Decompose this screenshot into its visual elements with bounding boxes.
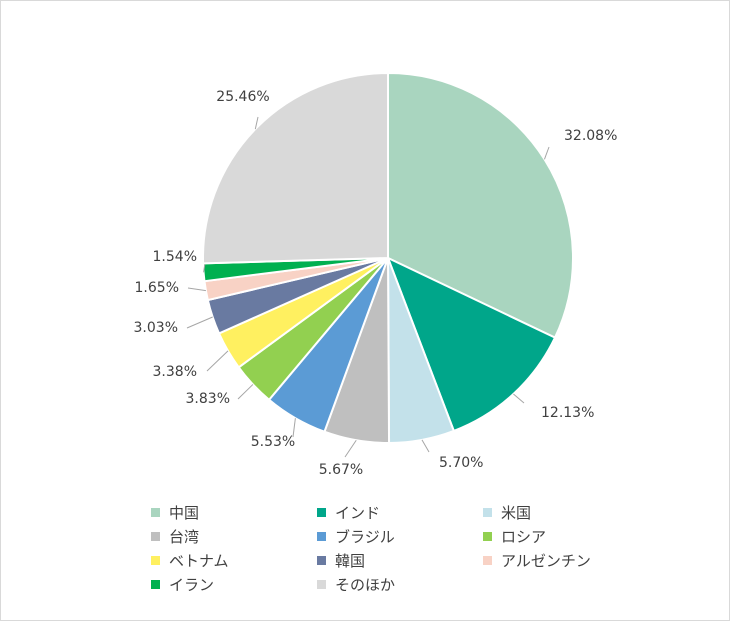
legend-label: 米国	[501, 503, 532, 522]
legend-item: 韓国	[317, 549, 483, 571]
legend-label: そのほか	[335, 575, 396, 594]
legend-item: アルゼンチン	[483, 549, 671, 571]
leader-line	[344, 439, 357, 458]
legend-label: ブラジル	[335, 527, 395, 546]
legend-label: ベトナム	[169, 551, 229, 570]
legend-item: 中国	[151, 501, 317, 523]
legend-label: イラン	[169, 575, 215, 594]
legend-swatch	[317, 579, 326, 589]
legend-swatch	[151, 555, 160, 565]
legend-item: インド	[317, 501, 483, 523]
legend-swatch	[483, 555, 492, 565]
leader-line	[237, 384, 254, 400]
data-label: 3.03%	[134, 320, 178, 336]
data-label: 25.46%	[216, 89, 269, 105]
legend-swatch	[151, 531, 160, 541]
legend-swatch	[483, 507, 492, 517]
pie-slice	[202, 71, 389, 265]
legend-item: ベトナム	[151, 549, 317, 571]
data-label: 3.83%	[186, 391, 230, 407]
legend-swatch	[317, 531, 326, 541]
legend-label: 韓国	[335, 551, 366, 570]
legend-label: ロシア	[501, 527, 547, 546]
legend-item: 米国	[483, 501, 671, 523]
legend-item: そのほか	[317, 573, 483, 595]
legend-item: イラン	[151, 573, 317, 595]
legend-label: インド	[335, 503, 381, 522]
legend-swatch	[317, 555, 326, 565]
data-label: 12.13%	[541, 405, 594, 421]
leader-line	[187, 287, 206, 292]
leader-line	[543, 146, 550, 160]
leader-line	[421, 439, 430, 453]
legend-swatch	[317, 507, 326, 517]
pie-slice	[387, 71, 574, 339]
legend-label: 中国	[169, 503, 200, 522]
leader-line	[186, 316, 213, 329]
data-label: 3.38%	[153, 364, 197, 380]
legend-swatch	[151, 579, 160, 589]
data-label: 5.70%	[439, 455, 483, 471]
legend-item: ブラジル	[317, 525, 483, 547]
legend-swatch	[151, 507, 160, 517]
pie-slice	[386, 256, 557, 433]
leader-line	[292, 418, 296, 438]
leader-line	[206, 350, 229, 372]
data-label: 32.08%	[564, 128, 617, 144]
legend-label: 台湾	[169, 527, 200, 546]
legend: 中国 インド 米国台湾 ブラジル ロシアベトナム 韓国 アルゼンチンイラン そのほか	[151, 501, 671, 595]
leader-line	[254, 116, 259, 130]
legend-label: アルゼンチン	[501, 551, 591, 570]
data-label: 5.53%	[251, 434, 295, 450]
legend-item: 台湾	[151, 525, 317, 547]
leader-line	[513, 393, 525, 404]
data-label: 1.54%	[153, 249, 197, 265]
legend-swatch	[483, 531, 492, 541]
data-label: 1.65%	[135, 280, 179, 296]
legend-item: ロシア	[483, 525, 671, 547]
data-label: 5.67%	[319, 462, 363, 478]
